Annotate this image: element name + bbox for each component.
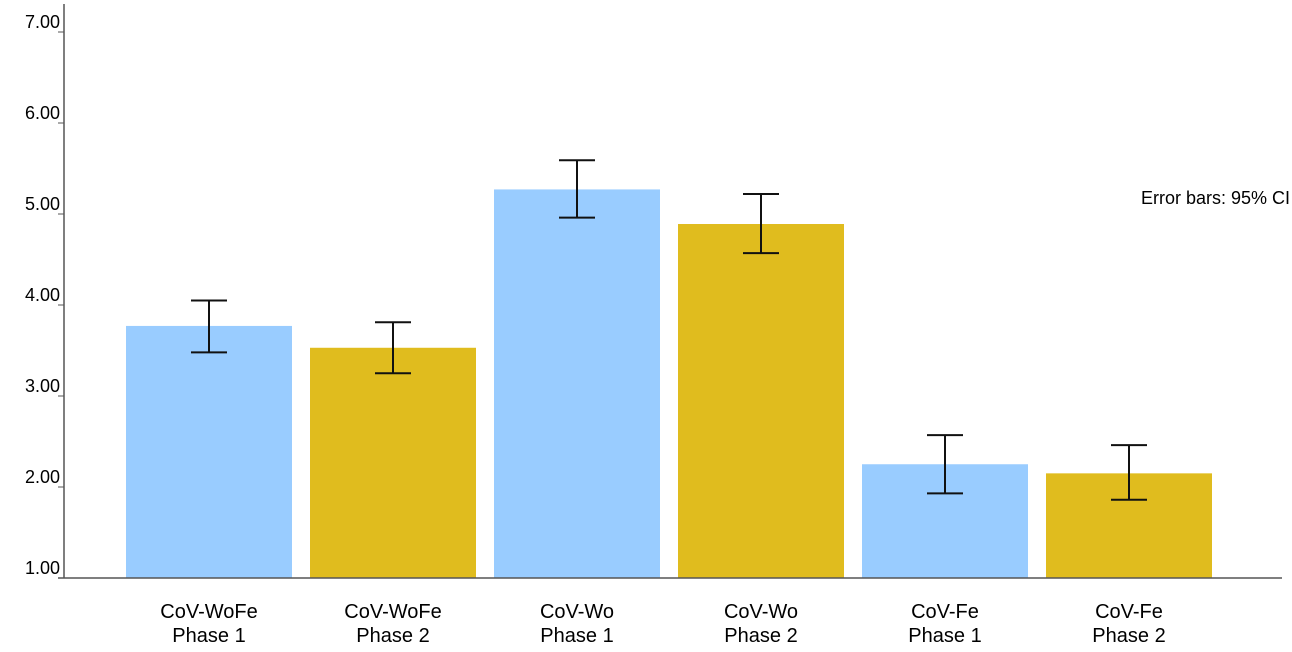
x-tick-label-line: CoV-WoFe	[160, 601, 257, 623]
error-bars	[191, 159, 1147, 501]
x-tick-label-line: CoV-Wo	[540, 601, 614, 623]
y-tick-label: 6.00	[25, 103, 60, 123]
x-tick-label-line: Phase 2	[724, 625, 797, 647]
axes	[58, 4, 1282, 579]
y-tick-label: 1.00	[25, 558, 60, 578]
y-tick-label: 2.00	[25, 467, 60, 487]
bars	[126, 189, 1212, 578]
x-tick-label: CoV-WoFe Phase 2	[344, 601, 441, 647]
y-axis-ticks: 1.00 2.00 3.00 4.00 5.00 6.00 7.00	[25, 12, 64, 579]
x-tick-label-line: CoV-Wo	[724, 601, 798, 623]
x-tick-label-line: Phase 2	[1092, 625, 1165, 647]
y-tick-label: 5.00	[25, 194, 60, 214]
x-tick-label: CoV-Fe Phase 1	[908, 601, 981, 647]
x-tick-label-line: Phase 1	[540, 625, 613, 647]
x-tick-label-line: CoV-WoFe	[344, 601, 441, 623]
bar	[126, 325, 292, 578]
x-tick-label-line: Phase 1	[908, 625, 981, 647]
y-tick-label: 4.00	[25, 285, 60, 305]
x-tick-label-line: CoV-Fe	[911, 601, 979, 623]
bar	[494, 189, 660, 578]
x-tick-label: CoV-WoFe Phase 1	[160, 601, 257, 647]
x-tick-label-line: CoV-Fe	[1095, 601, 1163, 623]
x-tick-label: CoV-Wo Phase 2	[724, 601, 798, 647]
x-tick-label: CoV-Wo Phase 1	[540, 601, 614, 647]
bar	[310, 347, 476, 578]
error-bars-note: Error bars: 95% CI	[1141, 188, 1290, 208]
x-tick-label-line: Phase 1	[172, 625, 245, 647]
y-tick-label: 7.00	[25, 12, 60, 32]
x-tick-label-line: Phase 2	[356, 625, 429, 647]
y-tick-label: 3.00	[25, 376, 60, 396]
x-tick-label: CoV-Fe Phase 2	[1092, 601, 1165, 647]
bar	[678, 224, 844, 578]
